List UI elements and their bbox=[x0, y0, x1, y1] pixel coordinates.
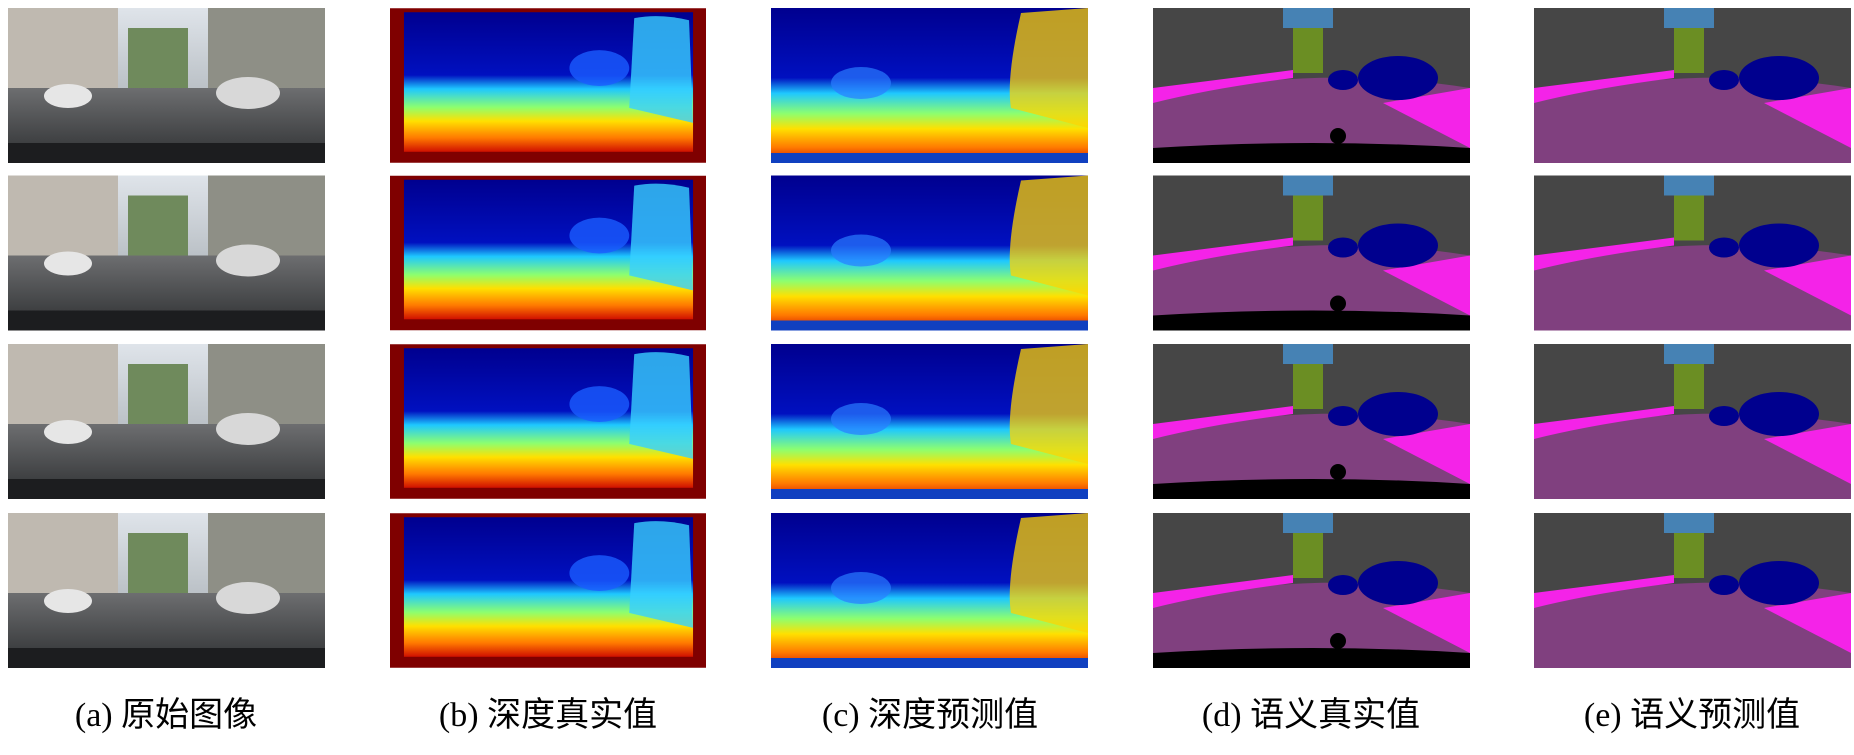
column-b: (b) 深度真实值 bbox=[390, 8, 706, 734]
image bbox=[771, 175, 1088, 331]
column-c: (c) 深度预测值 bbox=[771, 8, 1088, 734]
image bbox=[771, 8, 1088, 163]
image bbox=[390, 175, 706, 331]
image bbox=[1534, 344, 1851, 499]
image bbox=[1534, 8, 1851, 163]
caption: (e) 语义预测值 bbox=[1584, 696, 1800, 734]
image bbox=[771, 513, 1088, 668]
image bbox=[8, 513, 325, 668]
image bbox=[1534, 175, 1851, 331]
image bbox=[1153, 8, 1470, 163]
caption: (b) 深度真实值 bbox=[439, 696, 657, 734]
column-d: (d) 语义真实值 bbox=[1153, 8, 1470, 734]
image bbox=[8, 175, 325, 331]
image bbox=[1153, 344, 1470, 499]
image bbox=[8, 8, 325, 163]
image bbox=[1534, 513, 1851, 668]
image bbox=[8, 344, 325, 499]
image bbox=[1153, 513, 1470, 668]
caption: (c) 深度预测值 bbox=[822, 696, 1038, 734]
column-e: (e) 语义预测值 bbox=[1534, 8, 1851, 734]
image bbox=[390, 513, 706, 668]
image bbox=[771, 344, 1088, 499]
image bbox=[390, 344, 706, 499]
caption: (d) 语义真实值 bbox=[1202, 696, 1420, 734]
image bbox=[1153, 175, 1470, 331]
image bbox=[390, 8, 706, 163]
column-a: (a) 原始图像 bbox=[8, 8, 325, 734]
caption: (a) 原始图像 bbox=[75, 696, 257, 734]
